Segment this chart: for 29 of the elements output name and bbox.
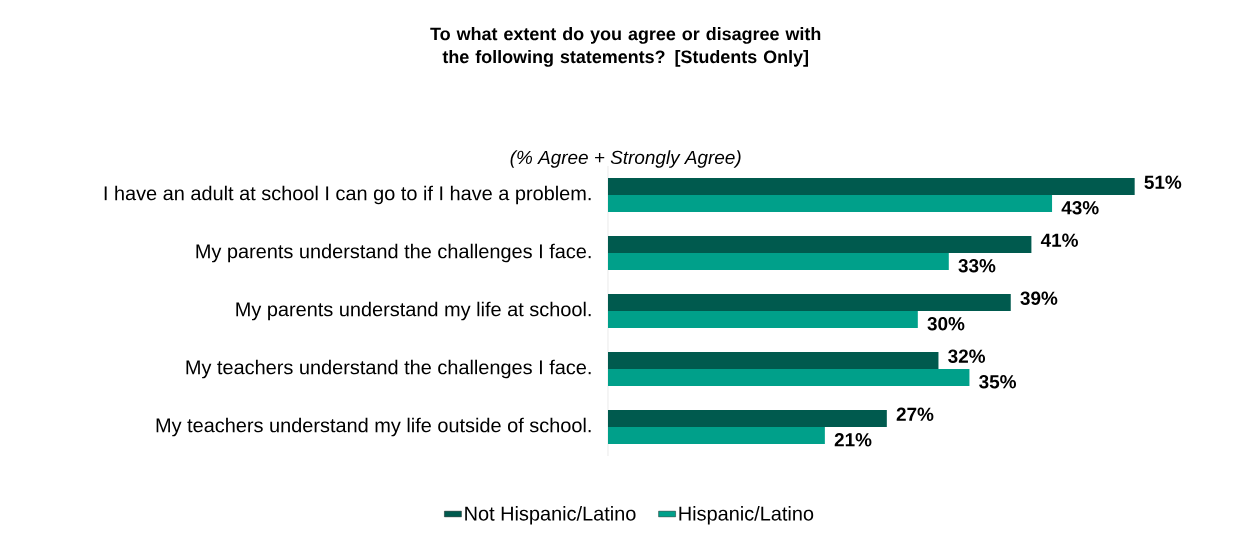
legend-label: Not Hispanic/Latino [465, 506, 636, 525]
bar [608, 195, 1053, 213]
bar [608, 410, 887, 428]
data-label: 51% [1144, 175, 1182, 189]
chart-title: To what extent do you agree or disagree with the following statements? [Students Only] [430, 27, 821, 67]
data-label: 27% [896, 407, 934, 421]
bar [608, 311, 918, 329]
y-tick-label: I have an adult at school I can go to if I have a problem. [104, 185, 591, 205]
bar [608, 427, 825, 445]
bar [608, 294, 1011, 312]
data-label: 33% [958, 259, 996, 273]
y-tick-label: My teachers understand the challenges I face. [186, 359, 591, 379]
data-label: 35% [979, 375, 1017, 389]
data-label: 39% [1020, 291, 1058, 305]
bar [608, 178, 1135, 196]
data-label: 30% [927, 317, 965, 331]
bar [608, 253, 949, 271]
chart-subtitle: (% Agree + Strongly Agree) [510, 150, 741, 168]
y-tick-label: My parents understand my life at school. [236, 301, 591, 321]
data-label: 32% [948, 349, 986, 363]
y-tick-label: My teachers understand my life outside of school. [156, 417, 591, 437]
legend-label: Hispanic/Latino [679, 506, 814, 525]
bar [608, 236, 1032, 254]
data-label: 43% [1061, 201, 1099, 215]
y-tick-label: My parents understand the challenges I face. [196, 243, 591, 263]
bar [608, 369, 970, 387]
data-label: 41% [1040, 233, 1078, 247]
data-label: 21% [834, 433, 872, 447]
bar [608, 352, 939, 370]
